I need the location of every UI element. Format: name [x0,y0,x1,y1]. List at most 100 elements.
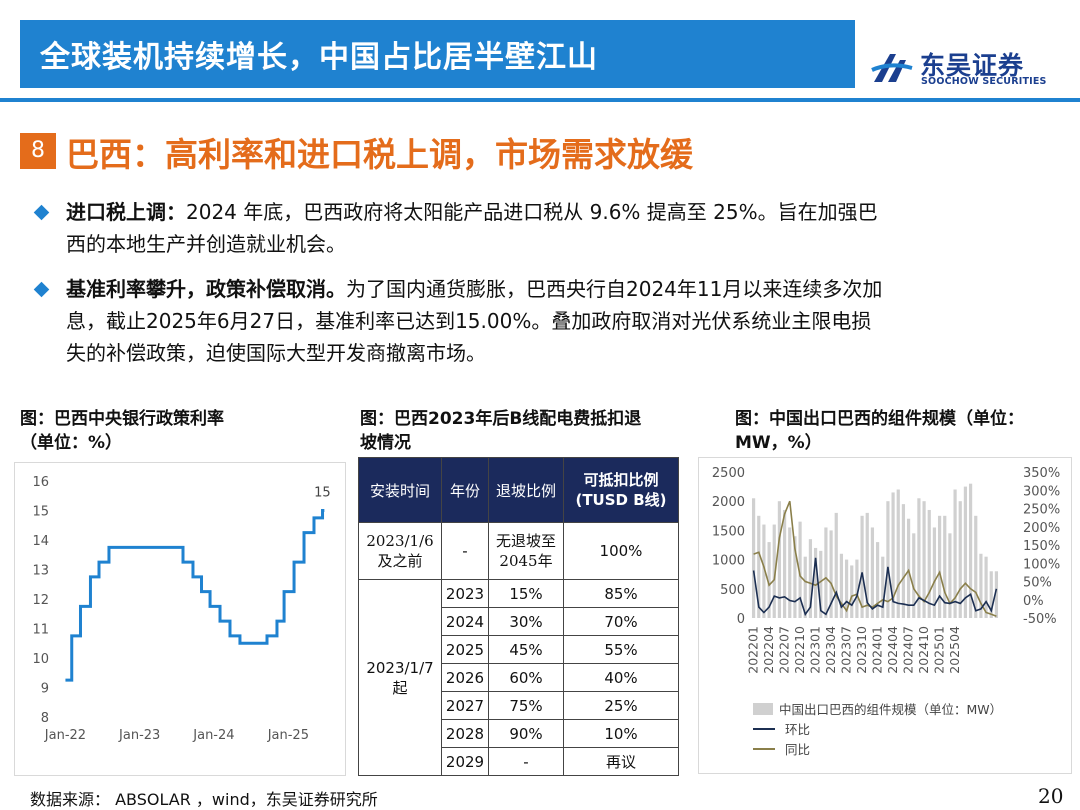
caption-line: 坡情况 [360,433,411,453]
y-right-tick-label: 50% [1023,576,1052,591]
x-tick-label: 202410 [916,626,931,674]
policy-rate-line [65,509,325,682]
y-right-tick-label: 350% [1023,466,1060,481]
caption-right: 图：中国出口巴西的组件规模（单位： MW，%） [735,407,1024,455]
bullet-bold-label: 进口税上调： [66,200,186,224]
export-bar [922,501,926,618]
table-group-cell: 2023/1/7 起 [358,579,442,776]
bullet-interest-rate: 基准利率攀升，政策补偿取消。为了国内通货膨胀，巴西央行自2024年11月以来连续… [66,273,1066,369]
y-right-tick-label: 0% [1023,594,1044,609]
end-value-label: 15 [314,486,331,501]
export-bar [850,565,854,618]
bullet-text: 失的补偿政策，迫使国际大型开发商撤离市场。 [66,341,486,365]
table-cell: 2025 [441,635,489,664]
export-bar [968,483,973,618]
table-cell-line: 及之前 [377,552,423,570]
bullet-text: 为了国内通货膨胀，巴西央行自2024年11月以来连续多次加 [346,277,883,301]
table-cell: 55% [563,635,679,664]
y-tick-label: 10 [32,652,49,667]
y-left-tick-label: 1000 [712,554,745,569]
caption-line: 图：巴西中央银行政策利率 [20,409,224,429]
bullet-import-tax: 进口税上调：2024 年底，巴西政府将太阳能产品进口税从 9.6% 提高至 25… [66,196,1056,260]
y-right-tick-label: 150% [1023,539,1060,554]
legend-mom-label: 环比 [785,722,810,737]
table-row: 2024 30% 70% [359,607,679,636]
export-bar [974,515,978,618]
table-cell: 40% [563,663,679,692]
table-header: 年份 [441,457,489,523]
export-bar [788,527,792,618]
bullet-text: 西的本地生产并创造就业机会。 [66,232,346,256]
table-row: 2023/1/6 及之前 - 无退坡至 2045年 100% [358,522,679,580]
table-row: 2023/1/7 起 2023 15% 85% [358,579,679,776]
yoy-line [753,500,997,617]
table-row: 2025 45% 55% [359,635,679,664]
y-tick-label: 9 [41,682,49,697]
table-header-line: (TUSD B线) [575,491,667,509]
policy-rate-chart-frame: 8 9 10 11 12 13 14 15 16 Jan-22 Jan-23 Jan-24 Jan-25… [14,462,346,776]
table-header: 退坡比例 [488,457,564,523]
x-tick-label: 202304 [823,626,838,674]
x-tick-label: 202307 [839,626,854,674]
table-row: 2028 90% 10% [359,719,679,748]
export-bar [757,515,761,618]
export-bar [772,524,776,618]
section-title: 巴西：高利率和进口税上调，市场需求放缓 [66,135,693,174]
table-cell: 45% [488,635,564,664]
table-row: 2026 60% 40% [359,663,679,692]
x-tick-label: 202301 [808,626,823,674]
logo-text: 东吴证券 [920,51,1025,80]
export-bar [943,515,947,618]
table-cell: - [441,522,489,580]
export-bar [912,533,916,618]
export-bar [813,547,818,618]
export-bar [906,518,911,618]
export-bar [751,498,756,618]
table-cell-line: 起 [392,678,408,697]
export-bar [865,512,869,618]
x-tick-label: 202204 [761,626,776,674]
y-right-tick-label: 200% [1023,521,1060,536]
table-cell: 85% [563,579,679,608]
y-tick-label: 12 [32,593,49,608]
export-bar [963,486,968,618]
x-tick-label: Jan-22 [44,728,86,743]
legend-yoy-label: 同比 [785,742,810,757]
export-chart-frame: 0 500 1000 1500 2000 2500 -50% 0% 50% 100% 150% 200… [698,457,1072,774]
export-bar [798,521,802,618]
table-cell: 15% [488,579,564,608]
x-tick-label: 202404 [885,626,900,674]
table-cell: 2028 [441,719,489,748]
table-cell: 再议 [563,747,679,776]
export-bar [901,504,906,618]
table-cell: - [488,747,564,776]
table-cell: 2029 [441,747,489,776]
y-left-tick-label: 0 [737,612,745,627]
bullet-diamond-icon [33,204,50,221]
export-bar [989,571,993,618]
bullet-text: 息，截止2025年6月27日，基准利率已达到15.00%。叠加政府取消对光伏系统… [66,309,872,333]
y-right-tick-label: 100% [1023,557,1060,572]
export-bar [767,542,771,618]
export-bar [808,539,813,618]
data-source: 数据来源： ABSOLAR ，wind，东吴证券研究所 [30,790,378,809]
table-cell-line: 2023/1/7 [366,658,434,677]
export-bar [881,556,885,618]
export-bar [870,527,875,618]
header-divider [0,98,1080,102]
header-band [20,20,855,88]
table-cell: 2024 [441,607,489,636]
table-cell: 100% [563,522,679,580]
soochow-logo-icon [871,54,913,82]
y-left-tick-label: 2500 [712,466,745,481]
legend-bar-swatch [753,703,773,715]
mom-line [752,557,998,617]
x-tick-label: 202401 [870,626,885,674]
x-tick-label: 202310 [854,626,869,674]
y-tick-label: 16 [32,475,49,490]
table-cell: 60% [488,663,564,692]
y-right-tick-label: 250% [1023,503,1060,518]
export-bar [777,501,782,618]
caption-line: 图：中国出口巴西的组件规模（单位： [735,409,1024,429]
x-tick-label: 202407 [901,626,916,674]
